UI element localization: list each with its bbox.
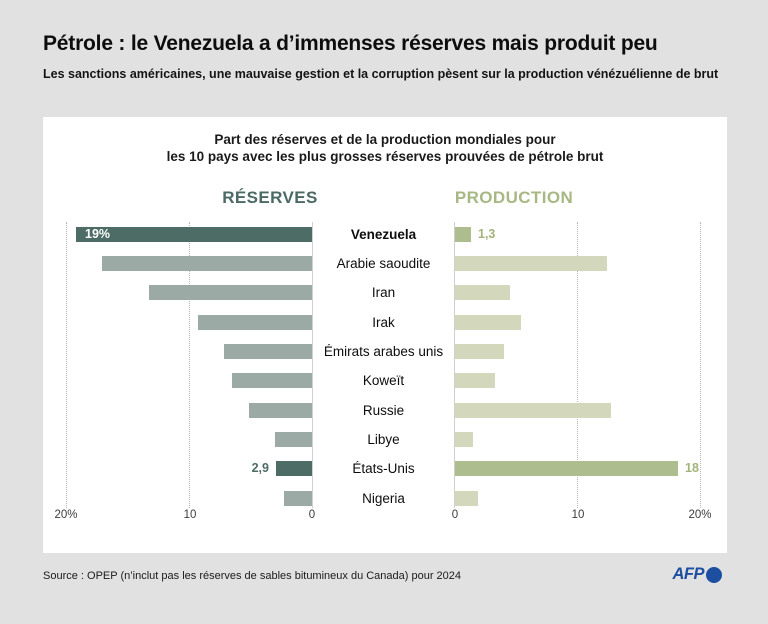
reserves-bar bbox=[276, 461, 312, 477]
production-bar bbox=[455, 431, 473, 447]
chart-row: Libye bbox=[0, 431, 768, 447]
production-value-label: 18 bbox=[685, 461, 699, 476]
chart-row: Émirats arabes unis bbox=[0, 343, 768, 359]
production-bar bbox=[455, 314, 521, 330]
gridline-right-20 bbox=[700, 222, 701, 508]
reserves-bar bbox=[198, 314, 312, 330]
axis-tick-right-0: 0 bbox=[451, 509, 459, 521]
chart-title: Part des réserves et de la production mo… bbox=[43, 131, 727, 165]
reserves-bar bbox=[275, 431, 312, 447]
country-label: Iran bbox=[371, 285, 396, 301]
chart-row: Arabie saoudite bbox=[0, 255, 768, 271]
production-bar bbox=[455, 373, 495, 389]
axis-tick-right-10: 10 bbox=[571, 509, 585, 521]
country-label: Nigeria bbox=[362, 490, 405, 506]
production-bar bbox=[455, 285, 510, 301]
chart-row: Nigeria bbox=[0, 490, 768, 506]
chart-title-line1: Part des réserves et de la production mo… bbox=[214, 132, 556, 147]
reserves-bar bbox=[149, 285, 312, 301]
country-label: Irak bbox=[372, 314, 395, 330]
reserves-column-header: RÉSERVES bbox=[222, 188, 318, 207]
production-bar bbox=[455, 343, 504, 359]
reserves-bar bbox=[249, 402, 312, 418]
reserves-bar bbox=[224, 343, 312, 359]
production-bar bbox=[455, 402, 611, 418]
country-label: Émirats arabes unis bbox=[323, 343, 444, 359]
reserves-bar bbox=[102, 255, 312, 271]
gridline-left-20 bbox=[66, 222, 67, 508]
country-label: Libye bbox=[367, 431, 400, 447]
chart-row: États-Unis 2,9 18 bbox=[0, 461, 768, 477]
production-bar bbox=[455, 461, 678, 477]
axis-tick-left-10: 10 bbox=[183, 509, 197, 521]
country-label: États-Unis bbox=[352, 461, 415, 477]
afp-logo-circle-icon bbox=[706, 566, 722, 583]
reserves-bar bbox=[284, 490, 312, 506]
baseline-production bbox=[454, 222, 455, 508]
gridline-left-10 bbox=[189, 222, 190, 508]
chart-row: Iran bbox=[0, 285, 768, 301]
production-column-header: PRODUCTION bbox=[454, 188, 574, 207]
production-bar bbox=[455, 226, 471, 242]
reserves-bar bbox=[232, 373, 312, 389]
production-bar bbox=[455, 255, 607, 271]
chart-card bbox=[43, 117, 727, 553]
chart-row: Venezuela 19% 1,3 bbox=[0, 226, 768, 242]
page-title: Pétrole : le Venezuela a d’immenses rése… bbox=[43, 32, 658, 55]
reserves-bar bbox=[76, 226, 312, 242]
afp-logo-text: AFP bbox=[672, 565, 705, 583]
production-bar bbox=[455, 490, 478, 506]
country-label: Venezuela bbox=[350, 226, 417, 242]
page-subtitle: Les sanctions américaines, une mauvaise … bbox=[43, 67, 719, 81]
chart-row: Russie bbox=[0, 402, 768, 418]
reserves-value-label: 2,9 bbox=[251, 461, 269, 476]
country-label: Russie bbox=[362, 402, 405, 418]
source-note: Source : OPEP (n’inclut pas les réserves… bbox=[43, 570, 462, 582]
axis-tick-right-20: 20% bbox=[688, 509, 712, 521]
chart-title-line2: les 10 pays avec les plus grosses réserv… bbox=[166, 149, 604, 164]
country-label: Arabie saoudite bbox=[336, 255, 431, 271]
reserves-value-label: 19% bbox=[85, 226, 111, 241]
production-value-label: 1,3 bbox=[478, 226, 496, 241]
axis-tick-left-20: 20% bbox=[54, 509, 78, 521]
chart-row: Koweït bbox=[0, 373, 768, 389]
baseline-reserves bbox=[312, 222, 313, 508]
afp-logo: AFP bbox=[672, 565, 722, 584]
gridline-right-10 bbox=[577, 222, 578, 508]
axis-tick-left-0: 0 bbox=[308, 509, 316, 521]
chart-row: Irak bbox=[0, 314, 768, 330]
country-label: Koweït bbox=[362, 373, 405, 389]
